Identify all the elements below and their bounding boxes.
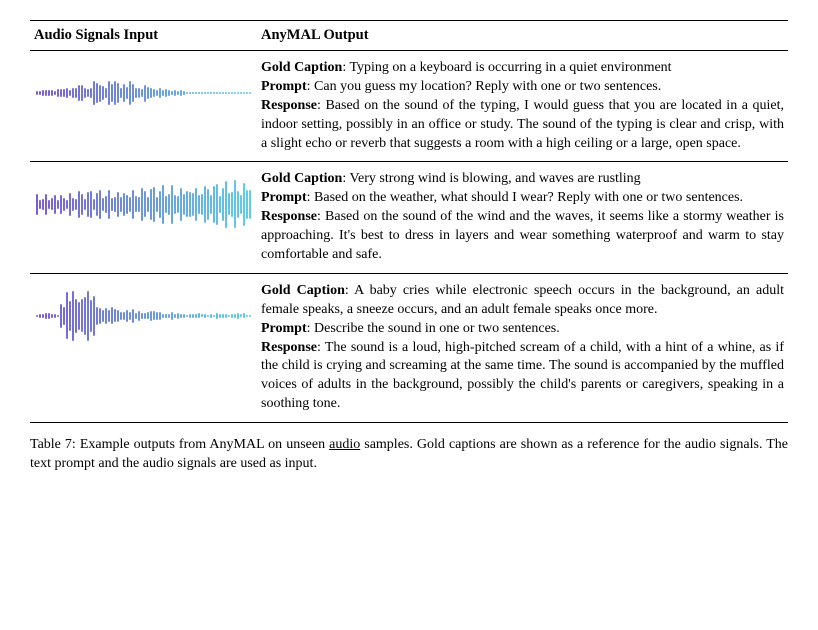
output-cell: Gold Caption: Typing on a keyboard is oc… <box>257 51 788 162</box>
response-label: Response <box>261 340 317 355</box>
audio-input-cell <box>30 51 257 162</box>
response-text: Based on the sound of the typing, I woul… <box>261 98 784 151</box>
prompt-text: Can you guess my location? Reply with on… <box>314 79 661 94</box>
table-row: Gold Caption: Very strong wind is blowin… <box>30 162 788 273</box>
header-anymal-output: AnyMAL Output <box>257 21 788 51</box>
response-text: The sound is a loud, high-pitched scream… <box>261 340 784 412</box>
gold-caption-text: Very strong wind is blowing, and waves a… <box>349 171 640 186</box>
prompt-label: Prompt <box>261 190 307 205</box>
caption-text-before: Example outputs from AnyMAL on unseen <box>76 437 329 452</box>
gold-caption-text: Typing on a keyboard is occurring in a q… <box>349 60 671 75</box>
audio-waveform <box>36 288 251 344</box>
header-audio-input: Audio Signals Input <box>30 21 257 51</box>
audio-input-cell <box>30 273 257 422</box>
prompt-text: Describe the sound in one or two sentenc… <box>314 321 560 336</box>
audio-waveform <box>36 176 251 232</box>
table-caption: Table 7: Example outputs from AnyMAL on … <box>30 435 788 474</box>
prompt-label: Prompt <box>261 321 307 336</box>
table-row: Gold Caption: Typing on a keyboard is oc… <box>30 51 788 162</box>
audio-waveform <box>36 65 251 121</box>
response-label: Response <box>261 209 317 224</box>
response-text: Based on the sound of the wind and the w… <box>261 209 784 262</box>
gold-caption-label: Gold Caption <box>261 283 345 298</box>
gold-caption-label: Gold Caption <box>261 60 342 75</box>
examples-table: Audio Signals Input AnyMAL Output Gold C… <box>30 20 788 423</box>
output-cell: Gold Caption: A baby cries while electro… <box>257 273 788 422</box>
audio-input-cell <box>30 162 257 273</box>
table-row: Gold Caption: A baby cries while electro… <box>30 273 788 422</box>
caption-underlined: audio <box>329 437 360 452</box>
output-cell: Gold Caption: Very strong wind is blowin… <box>257 162 788 273</box>
caption-label: Table 7: <box>30 437 76 452</box>
response-label: Response <box>261 98 317 113</box>
gold-caption-label: Gold Caption <box>261 171 342 186</box>
prompt-label: Prompt <box>261 79 307 94</box>
prompt-text: Based on the weather, what should I wear… <box>314 190 743 205</box>
